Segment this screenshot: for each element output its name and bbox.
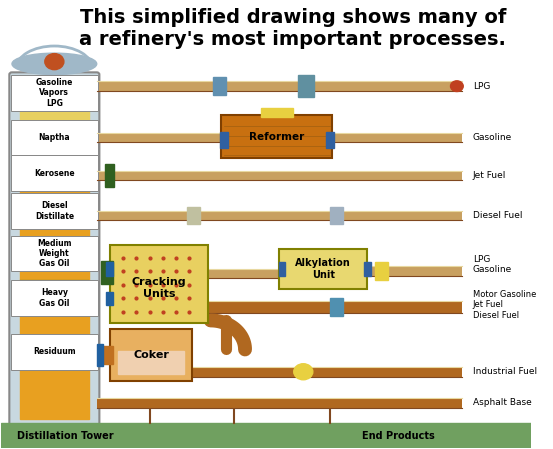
- FancyBboxPatch shape: [11, 119, 98, 155]
- FancyBboxPatch shape: [9, 72, 100, 425]
- FancyBboxPatch shape: [11, 193, 98, 229]
- Text: Diesel Fuel: Diesel Fuel: [473, 211, 522, 220]
- Bar: [106, 292, 113, 305]
- Bar: [97, 171, 462, 180]
- Bar: [375, 262, 388, 280]
- Text: End Products: End Products: [362, 431, 435, 441]
- FancyBboxPatch shape: [11, 155, 98, 191]
- Bar: [187, 207, 200, 224]
- Bar: [97, 211, 462, 220]
- Bar: [101, 261, 113, 284]
- Bar: [102, 346, 113, 364]
- Text: Reformer: Reformer: [249, 132, 305, 141]
- FancyBboxPatch shape: [11, 280, 98, 316]
- Bar: [205, 269, 282, 278]
- Text: Residuum: Residuum: [33, 347, 76, 356]
- Bar: [330, 298, 343, 316]
- Bar: [97, 81, 462, 91]
- Text: Diesel
Distillate: Diesel Distillate: [35, 202, 74, 221]
- Text: LPG: LPG: [473, 82, 490, 91]
- Bar: [97, 344, 103, 366]
- Text: Kerosene: Kerosene: [34, 169, 75, 178]
- FancyBboxPatch shape: [221, 115, 332, 158]
- Bar: [261, 109, 293, 117]
- Text: Coker: Coker: [133, 350, 169, 360]
- Text: a refinery's most important processes.: a refinery's most important processes.: [79, 30, 506, 49]
- Bar: [326, 132, 334, 148]
- Bar: [279, 262, 285, 276]
- Text: Cracking
Units: Cracking Units: [132, 277, 186, 299]
- Text: Gasoline
Vapors
LPG: Gasoline Vapors LPG: [35, 78, 73, 108]
- Bar: [213, 77, 227, 95]
- Bar: [97, 132, 224, 142]
- Text: Distillation Tower: Distillation Tower: [17, 431, 113, 441]
- Circle shape: [451, 81, 463, 92]
- Text: Gasoline: Gasoline: [473, 133, 512, 142]
- Bar: [330, 207, 343, 224]
- Bar: [20, 92, 89, 136]
- Text: This simplified drawing shows many of: This simplified drawing shows many of: [80, 8, 506, 26]
- Ellipse shape: [12, 53, 97, 75]
- Bar: [364, 262, 371, 276]
- Bar: [190, 367, 462, 377]
- Bar: [298, 75, 314, 97]
- FancyBboxPatch shape: [110, 330, 192, 381]
- FancyBboxPatch shape: [279, 249, 367, 289]
- Bar: [364, 266, 462, 276]
- Circle shape: [45, 53, 64, 70]
- Bar: [220, 132, 228, 148]
- Bar: [2, 423, 531, 448]
- FancyBboxPatch shape: [110, 245, 208, 323]
- Bar: [118, 351, 184, 374]
- Text: Medium
Weight
Gas Oil: Medium Weight Gas Oil: [37, 238, 71, 269]
- Bar: [330, 132, 462, 142]
- Circle shape: [294, 364, 313, 380]
- Bar: [105, 164, 114, 187]
- Bar: [97, 398, 462, 408]
- Text: Heavy
Gas Oil: Heavy Gas Oil: [39, 288, 70, 308]
- Text: Alkylation
Unit: Alkylation Unit: [295, 258, 351, 280]
- Text: Motor Gasoline
Jet Fuel
Diesel Fuel: Motor Gasoline Jet Fuel Diesel Fuel: [473, 290, 536, 320]
- Text: Asphalt Base: Asphalt Base: [473, 399, 531, 408]
- Text: Jet Fuel: Jet Fuel: [473, 171, 506, 180]
- Text: Industrial Fuel: Industrial Fuel: [473, 367, 537, 376]
- FancyBboxPatch shape: [11, 236, 98, 271]
- Bar: [106, 262, 113, 276]
- FancyBboxPatch shape: [11, 334, 98, 370]
- FancyBboxPatch shape: [11, 75, 98, 111]
- Text: Naptha: Naptha: [39, 133, 70, 142]
- Bar: [205, 301, 462, 313]
- Text: LPG
Gasoline: LPG Gasoline: [473, 255, 512, 274]
- Bar: [20, 136, 89, 418]
